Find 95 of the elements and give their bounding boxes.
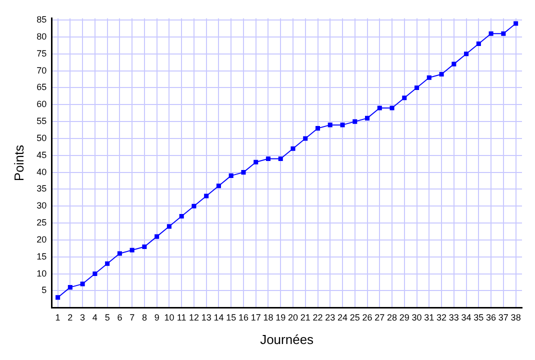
x-tick-label: 24 bbox=[338, 312, 348, 322]
point bbox=[390, 106, 394, 110]
x-tick-label: 18 bbox=[263, 312, 274, 322]
point bbox=[154, 234, 160, 239]
x-tick-label: 16 bbox=[238, 312, 248, 322]
point bbox=[117, 251, 122, 256]
point bbox=[340, 122, 345, 128]
point bbox=[365, 116, 370, 120]
x-tick-label: 20 bbox=[288, 312, 298, 322]
x-tick-label: 6 bbox=[117, 312, 122, 322]
point bbox=[68, 285, 72, 290]
y-tick-label: 5 bbox=[42, 285, 47, 296]
y-tick-label: 70 bbox=[36, 65, 47, 76]
x-tick-label: 35 bbox=[474, 312, 484, 322]
point bbox=[464, 52, 469, 56]
x-tick-label: 30 bbox=[412, 312, 422, 322]
x-tick-label: 3 bbox=[80, 312, 86, 322]
x-tick-label: 1 bbox=[55, 312, 60, 322]
y-tick-label: 25 bbox=[36, 218, 47, 228]
y-tick-label: 45 bbox=[36, 150, 47, 160]
x-tick-label: 13 bbox=[201, 312, 212, 322]
y-tick-label: 30 bbox=[36, 200, 47, 211]
x-tick-label: 8 bbox=[142, 312, 147, 322]
x-tick-label: 26 bbox=[362, 312, 372, 322]
point bbox=[166, 224, 172, 229]
x-tick-label: 17 bbox=[250, 312, 261, 322]
x-tick-label: 38 bbox=[510, 312, 521, 322]
point bbox=[241, 170, 246, 175]
y-tick-label: 35 bbox=[36, 184, 47, 194]
point bbox=[105, 261, 110, 266]
point bbox=[514, 21, 518, 26]
x-tick-label: 21 bbox=[300, 312, 310, 322]
x-tick-label: 29 bbox=[399, 312, 410, 322]
point bbox=[130, 248, 134, 252]
y-tick-label: 55 bbox=[36, 116, 47, 126]
point bbox=[315, 126, 320, 131]
point bbox=[352, 119, 358, 124]
point bbox=[414, 85, 420, 90]
y-axis-title: Points bbox=[11, 144, 26, 182]
x-tick-label: 23 bbox=[325, 312, 336, 322]
x-tick-label: 22 bbox=[312, 312, 323, 322]
point bbox=[476, 42, 481, 46]
x-tick-label: 15 bbox=[226, 312, 236, 322]
y-tick-label: 85 bbox=[36, 14, 47, 25]
point bbox=[228, 173, 234, 178]
point bbox=[402, 96, 407, 100]
y-tick-label: 20 bbox=[36, 234, 47, 244]
point bbox=[216, 184, 221, 188]
x-tick-label: 31 bbox=[424, 312, 434, 322]
y-tick-label: 80 bbox=[36, 31, 47, 42]
x-tick-label: 27 bbox=[374, 312, 385, 322]
y-tick-label: 15 bbox=[36, 251, 47, 262]
point bbox=[92, 272, 98, 276]
x-tick-label: 34 bbox=[461, 312, 472, 322]
x-tick-label: 19 bbox=[276, 312, 286, 322]
point bbox=[204, 194, 209, 198]
x-tick-label: 32 bbox=[436, 312, 447, 322]
x-tick-label: 37 bbox=[498, 312, 508, 322]
y-tick-label: 50 bbox=[36, 132, 47, 143]
point bbox=[80, 282, 85, 286]
x-tick-label: 9 bbox=[154, 312, 160, 322]
point bbox=[328, 122, 332, 128]
x-tick-label: 5 bbox=[104, 312, 110, 322]
x-axis-title: Journées bbox=[260, 332, 314, 347]
point bbox=[254, 160, 258, 164]
x-tick-label: 11 bbox=[176, 312, 186, 322]
point bbox=[303, 136, 308, 141]
x-tick-label: 33 bbox=[448, 312, 459, 322]
x-tick-label: 10 bbox=[164, 312, 174, 322]
point bbox=[142, 244, 147, 249]
y-tick-label: 40 bbox=[36, 166, 47, 177]
point bbox=[56, 295, 60, 300]
point bbox=[439, 72, 444, 76]
point bbox=[192, 204, 196, 208]
point bbox=[488, 31, 494, 36]
y-tick-label: 10 bbox=[36, 268, 47, 278]
point bbox=[278, 156, 283, 162]
point bbox=[290, 146, 296, 151]
x-tick-label: 2 bbox=[68, 312, 73, 322]
x-tick-label: 25 bbox=[350, 312, 360, 322]
point bbox=[426, 75, 432, 80]
x-tick-label: 7 bbox=[130, 312, 135, 322]
x-tick-label: 4 bbox=[92, 312, 98, 322]
x-tick-label: 36 bbox=[486, 312, 496, 322]
y-tick-label: 75 bbox=[36, 48, 47, 58]
x-tick-label: 12 bbox=[188, 312, 199, 322]
point bbox=[501, 31, 506, 36]
y-tick-label: 60 bbox=[36, 99, 47, 110]
point bbox=[377, 106, 382, 110]
point bbox=[266, 156, 271, 162]
x-tick-label: 28 bbox=[387, 312, 398, 322]
y-tick-label: 65 bbox=[36, 82, 47, 92]
point bbox=[452, 62, 456, 66]
point bbox=[179, 214, 184, 219]
x-tick-label: 14 bbox=[214, 312, 224, 322]
